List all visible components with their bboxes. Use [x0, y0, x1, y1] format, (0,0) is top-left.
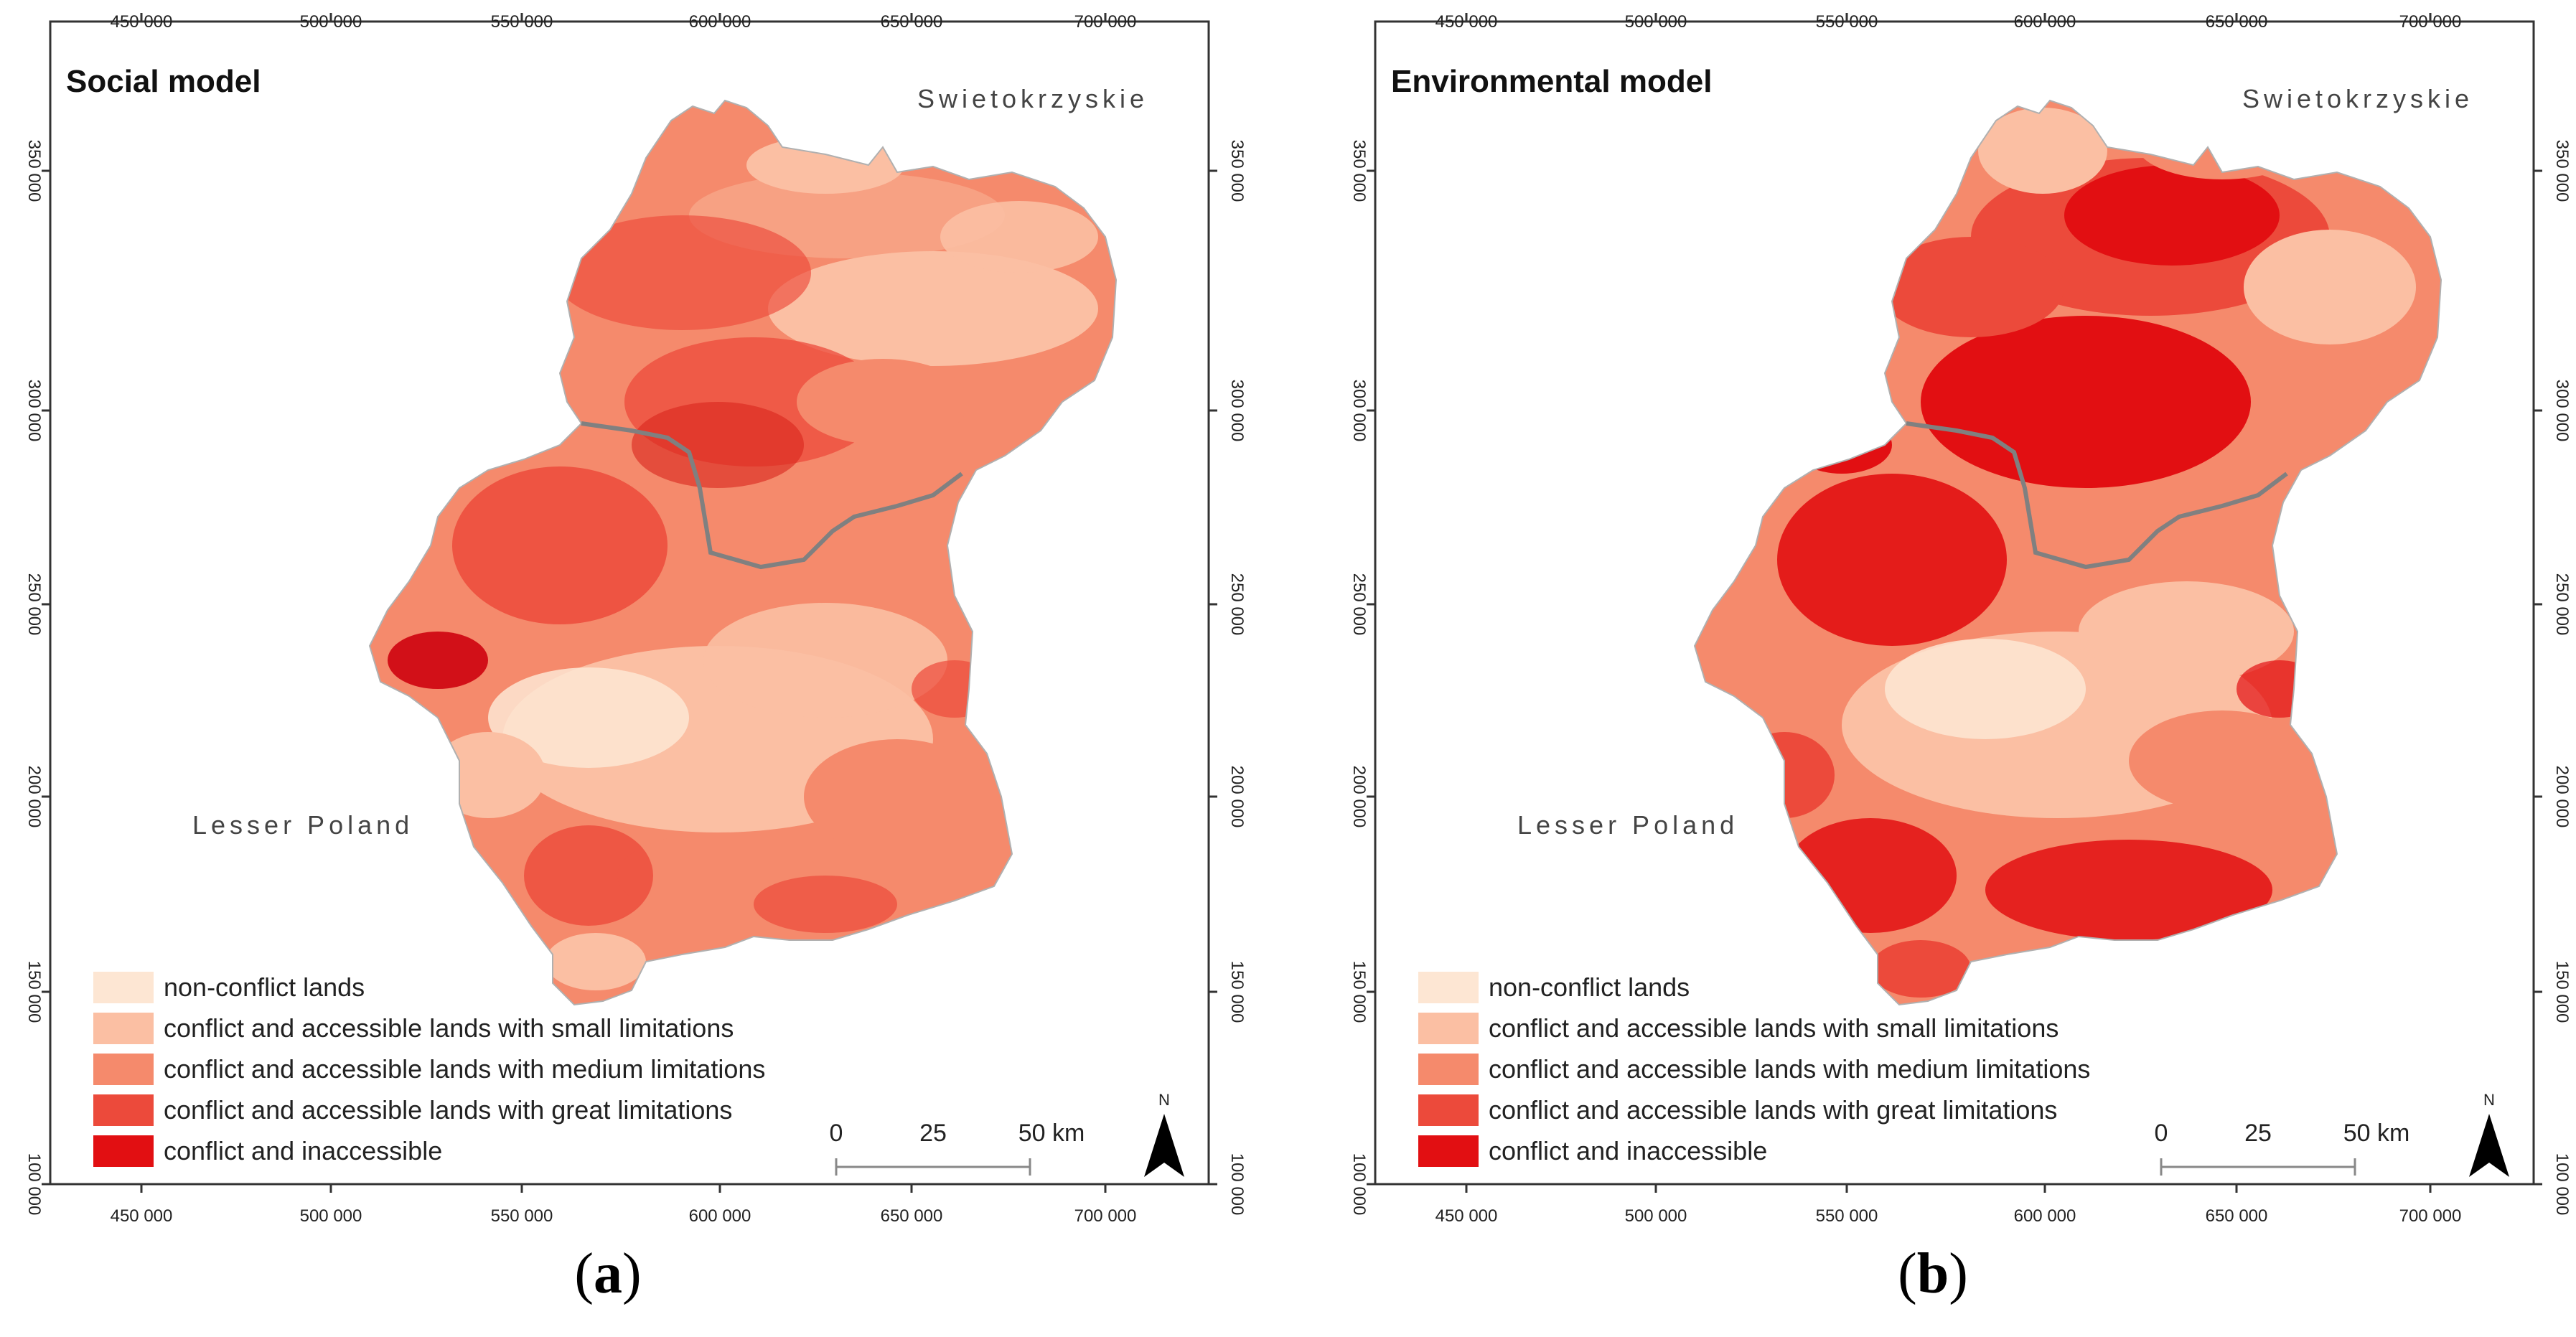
legend-label-3: conflict and accessible lands with mediu… [164, 1054, 765, 1084]
scale-bar: 0 25 50 km [2155, 1120, 2410, 1176]
x-tick-bottom-5: 650 000 [2206, 1206, 2268, 1226]
legend-swatch-4 [1418, 1094, 1479, 1126]
y-tick-right-4: 200 000 [2552, 766, 2572, 828]
legend: non-conflict lands conflict and accessib… [93, 972, 765, 1167]
y-tick-right-3: 250 000 [1227, 573, 1247, 636]
x-tick-bottom-4: 600 000 [2014, 1206, 2076, 1226]
x-tick-top-3: 550 000 [491, 12, 553, 32]
x-tick-top-6: 700 000 [2399, 12, 2462, 32]
legend-label-4: conflict and accessible lands with great… [1489, 1095, 2057, 1125]
x-tick-bottom-4: 600 000 [689, 1206, 751, 1226]
legend-label-5: conflict and inaccessible [164, 1136, 442, 1165]
region-label-north: Swietokrzyskie [2242, 84, 2473, 113]
y-tick-right-1: 350 000 [2552, 140, 2572, 202]
x-tick-top-1: 450 000 [111, 12, 173, 32]
legend-swatch-1 [93, 972, 154, 1003]
x-tick-bottom-6: 700 000 [1074, 1206, 1137, 1226]
y-tick-left-6: 100 000 [24, 1153, 44, 1216]
y-tick-right-3: 250 000 [2552, 573, 2572, 636]
x-tick-top-1: 450 000 [1435, 12, 1498, 32]
x-tick-top-3: 550 000 [1816, 12, 1878, 32]
legend-swatch-3 [1418, 1054, 1479, 1085]
x-tick-top-4: 600 000 [2014, 12, 2076, 32]
scale-label-25: 25 [2244, 1120, 2272, 1147]
y-tick-right-6: 100 000 [2552, 1153, 2572, 1216]
north-arrow-icon: N [2469, 1091, 2509, 1177]
x-tick-bottom-5: 650 000 [881, 1206, 943, 1226]
y-tick-left-1: 350 000 [24, 140, 44, 202]
north-arrow-icon: N [1144, 1091, 1184, 1177]
north-arrow-label: N [2483, 1091, 2495, 1109]
scale-label-50: 50 km [2343, 1120, 2410, 1147]
region-label-north: Swietokrzyskie [917, 84, 1148, 113]
y-tick-left-3: 250 000 [1349, 573, 1369, 636]
map-title: Environmental model [1391, 64, 1712, 99]
legend-label-1: non-conflict lands [164, 972, 365, 1002]
x-tick-bottom-1: 450 000 [1435, 1206, 1498, 1226]
region-label-south: Lesser Poland [192, 810, 413, 840]
y-tick-right-2: 300 000 [2552, 380, 2572, 442]
legend-label-5: conflict and inaccessible [1489, 1136, 1767, 1165]
y-tick-left-2: 300 000 [1349, 380, 1369, 442]
y-tick-left-6: 100 000 [1349, 1153, 1369, 1216]
conflict-map-region [369, 100, 1117, 1005]
legend-label-2: conflict and accessible lands with small… [1489, 1013, 2059, 1043]
y-tick-left-3: 250 000 [24, 573, 44, 636]
tick-marks [42, 13, 1217, 1193]
x-tick-bottom-6: 700 000 [2399, 1206, 2462, 1226]
panel-caption-b: (b) [1898, 1242, 1968, 1305]
y-tick-right-6: 100 000 [1227, 1153, 1247, 1216]
x-tick-bottom-2: 500 000 [1625, 1206, 1687, 1226]
legend-label-4: conflict and accessible lands with great… [164, 1095, 732, 1125]
legend: non-conflict lands conflict and accessib… [1418, 972, 2090, 1167]
x-tick-top-5: 650 000 [881, 12, 943, 32]
x-tick-bottom-3: 550 000 [1816, 1206, 1878, 1226]
x-tick-top-4: 600 000 [689, 12, 751, 32]
tick-marks [1367, 13, 2542, 1193]
y-tick-left-5: 150 000 [24, 961, 44, 1023]
legend-swatch-2 [93, 1013, 154, 1044]
x-tick-top-6: 700 000 [1074, 12, 1137, 32]
y-tick-right-4: 200 000 [1227, 766, 1247, 828]
legend-label-2: conflict and accessible lands with small… [164, 1013, 734, 1043]
panel-caption-a: (a) [574, 1242, 642, 1305]
y-tick-left-1: 350 000 [1349, 140, 1369, 202]
legend-swatch-4 [93, 1094, 154, 1126]
y-tick-right-2: 300 000 [1227, 380, 1247, 442]
x-tick-bottom-1: 450 000 [111, 1206, 173, 1226]
legend-swatch-3 [93, 1054, 154, 1085]
map-panel-environmental: 450 000 500 000 550 000 600 000 650 000 … [1325, 0, 2576, 1337]
x-tick-bottom-2: 500 000 [300, 1206, 362, 1226]
scale-label-0: 0 [830, 1120, 843, 1147]
y-tick-right-5: 150 000 [1227, 961, 1247, 1023]
y-tick-right-1: 350 000 [1227, 140, 1247, 202]
map-panel-social: 450 000 500 000 550 000 600 000 650 000 … [24, 12, 1247, 1305]
y-tick-left-4: 200 000 [24, 766, 44, 828]
legend-swatch-1 [1418, 972, 1479, 1003]
legend-swatch-5 [93, 1135, 154, 1167]
map-figure-environmental: 450 000 500 000 550 000 600 000 650 000 … [1349, 12, 2572, 1226]
scale-bar: 0 25 50 km [830, 1120, 1085, 1176]
x-tick-top-2: 500 000 [300, 12, 362, 32]
scale-label-50: 50 km [1018, 1120, 1085, 1147]
x-tick-top-2: 500 000 [1625, 12, 1687, 32]
legend-swatch-5 [1418, 1135, 1479, 1167]
x-tick-top-5: 650 000 [2206, 12, 2268, 32]
x-tick-bottom-3: 550 000 [491, 1206, 553, 1226]
legend-label-1: non-conflict lands [1489, 972, 1690, 1002]
legend-swatch-2 [1418, 1013, 1479, 1044]
north-arrow-label: N [1158, 1091, 1170, 1109]
y-tick-left-4: 200 000 [1349, 766, 1369, 828]
scale-label-25: 25 [919, 1120, 947, 1147]
y-tick-left-5: 150 000 [1349, 961, 1369, 1023]
map-title: Social model [66, 64, 261, 99]
y-tick-left-2: 300 000 [24, 380, 44, 442]
region-label-south: Lesser Poland [1517, 810, 1738, 840]
y-tick-right-5: 150 000 [2552, 961, 2572, 1023]
scale-label-0: 0 [2155, 1120, 2168, 1147]
map-figure-social: 450 000 500 000 550 000 600 000 650 000 … [24, 12, 1247, 1226]
legend-label-3: conflict and accessible lands with mediu… [1489, 1054, 2090, 1084]
